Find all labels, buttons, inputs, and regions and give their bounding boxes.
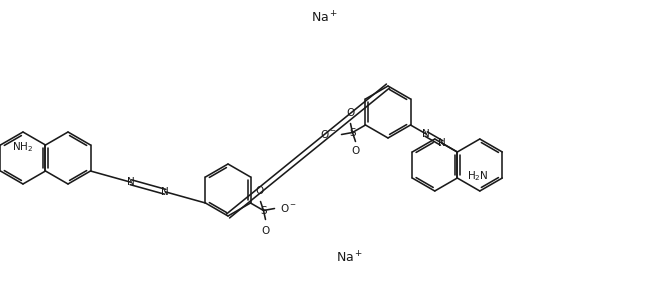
Text: Na$^+$: Na$^+$ bbox=[311, 10, 338, 26]
Text: N: N bbox=[422, 129, 430, 139]
Text: O$^-$: O$^-$ bbox=[319, 128, 336, 140]
Text: N: N bbox=[438, 138, 446, 148]
Text: NH$_2$: NH$_2$ bbox=[13, 140, 33, 154]
Text: O: O bbox=[255, 187, 263, 196]
Text: N: N bbox=[162, 187, 169, 197]
Text: S: S bbox=[260, 205, 267, 216]
Text: N: N bbox=[127, 177, 134, 187]
Text: H$_2$N: H$_2$N bbox=[467, 169, 489, 183]
Text: O: O bbox=[351, 146, 360, 157]
Text: O: O bbox=[346, 108, 354, 117]
Text: O: O bbox=[261, 225, 269, 235]
Text: O$^-$: O$^-$ bbox=[279, 203, 297, 214]
Text: Na$^+$: Na$^+$ bbox=[336, 250, 364, 266]
Text: S: S bbox=[349, 128, 356, 137]
